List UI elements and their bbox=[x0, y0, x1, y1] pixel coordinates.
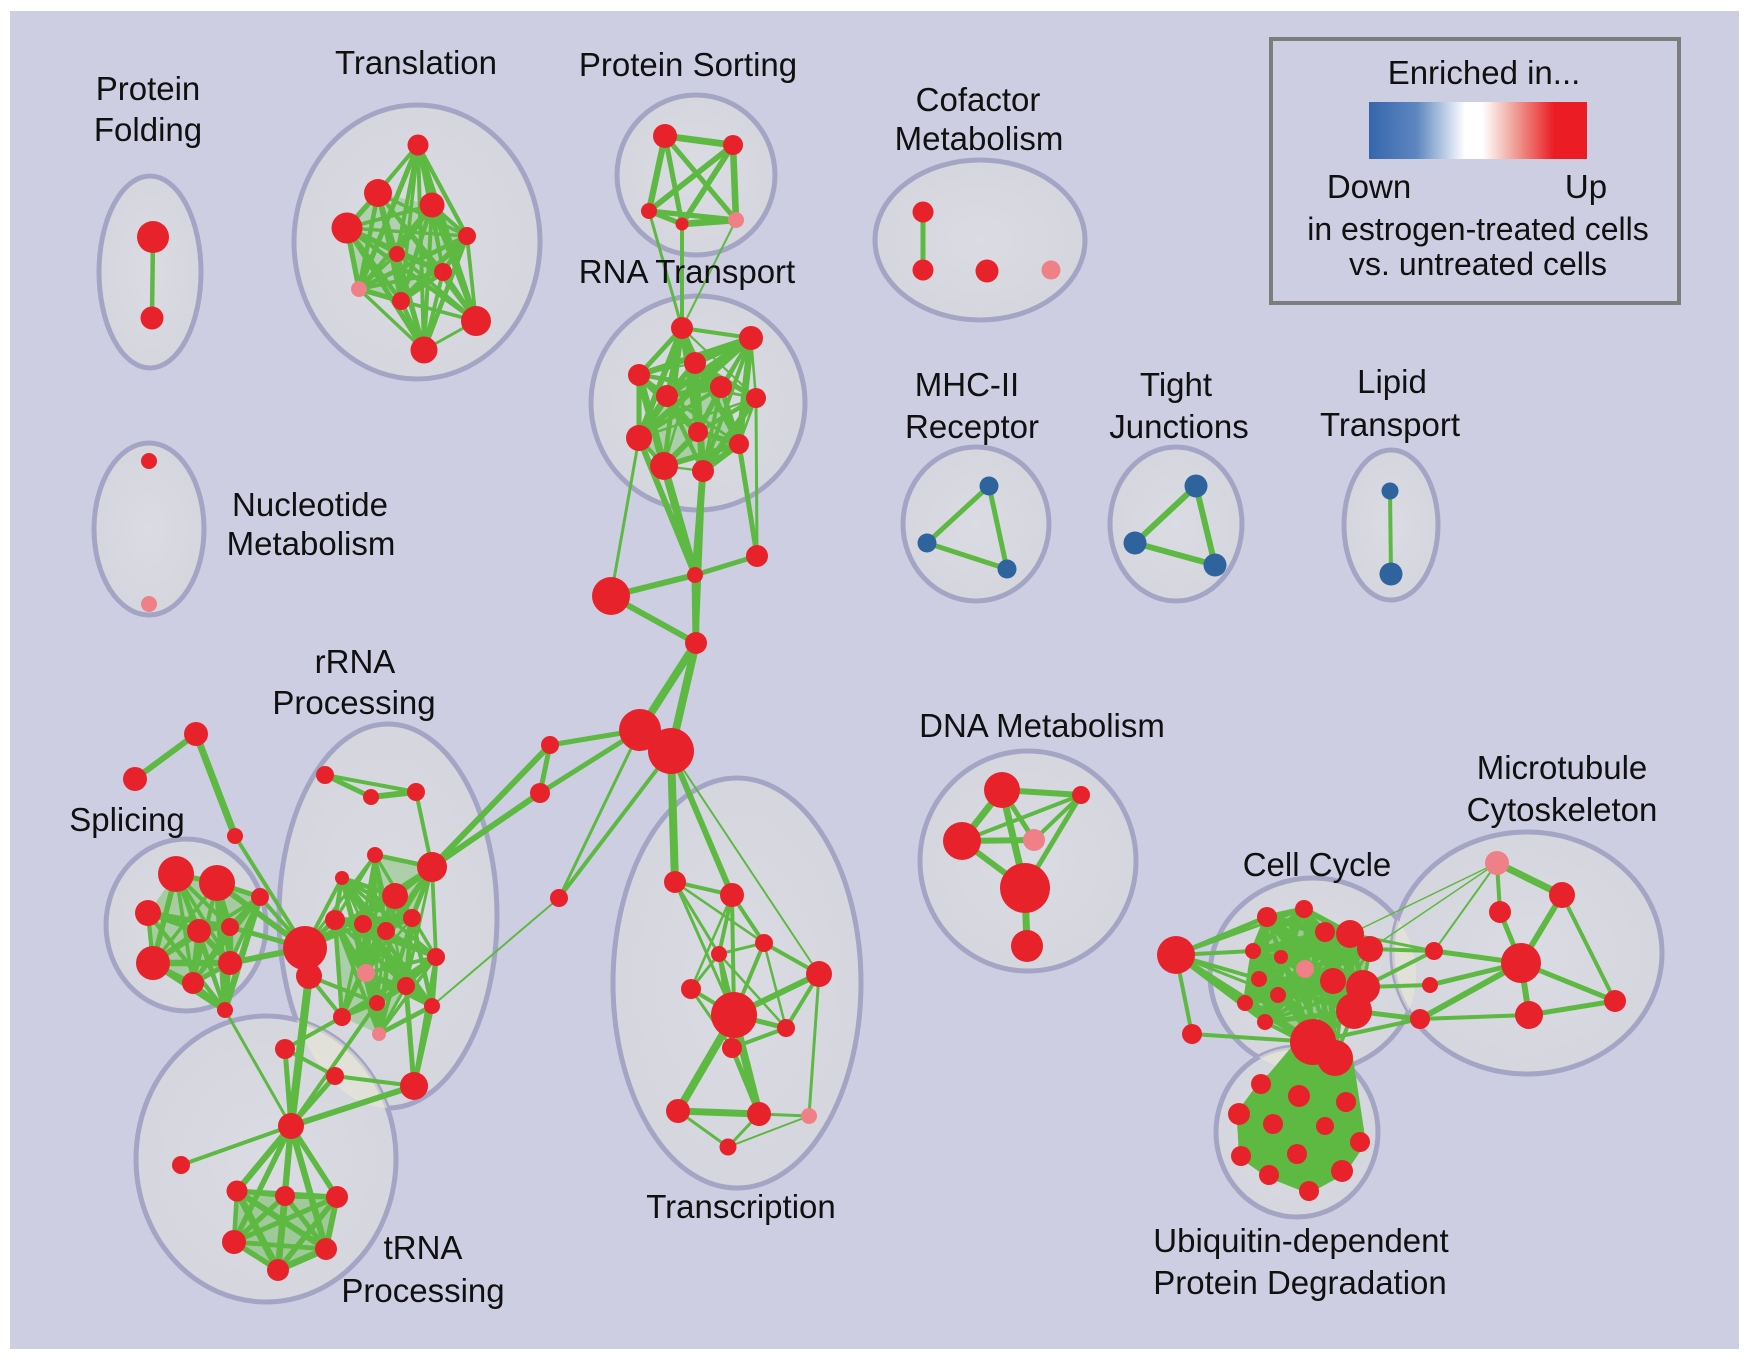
svg-text:RNA Transport: RNA Transport bbox=[579, 253, 795, 290]
svg-text:Cell Cycle: Cell Cycle bbox=[1243, 846, 1392, 883]
svg-text:Ubiquitin-dependent: Ubiquitin-dependent bbox=[1153, 1222, 1448, 1259]
svg-text:MHC-II: MHC-II bbox=[915, 366, 1019, 403]
svg-text:Metabolism: Metabolism bbox=[895, 120, 1064, 157]
svg-text:in estrogen-treated cells: in estrogen-treated cells bbox=[1307, 211, 1649, 247]
svg-text:DNA Metabolism: DNA Metabolism bbox=[919, 707, 1165, 744]
svg-text:rRNA: rRNA bbox=[315, 643, 396, 680]
svg-text:Processing: Processing bbox=[341, 1272, 504, 1309]
svg-text:Splicing: Splicing bbox=[69, 801, 185, 838]
svg-text:Protein Sorting: Protein Sorting bbox=[579, 46, 797, 83]
svg-text:Cytoskeleton: Cytoskeleton bbox=[1467, 791, 1658, 828]
svg-text:Lipid: Lipid bbox=[1357, 363, 1427, 400]
svg-text:Processing: Processing bbox=[272, 684, 435, 721]
svg-text:Folding: Folding bbox=[94, 111, 202, 148]
svg-text:Receptor: Receptor bbox=[905, 408, 1039, 445]
svg-text:Protein: Protein bbox=[96, 70, 201, 107]
svg-text:vs. untreated cells: vs. untreated cells bbox=[1349, 246, 1607, 282]
svg-text:Microtubule: Microtubule bbox=[1477, 749, 1648, 786]
svg-text:Up: Up bbox=[1565, 168, 1607, 205]
svg-text:Translation: Translation bbox=[335, 44, 497, 81]
svg-text:Down: Down bbox=[1327, 168, 1411, 205]
svg-text:Cofactor: Cofactor bbox=[916, 81, 1041, 118]
svg-text:Transport: Transport bbox=[1320, 406, 1460, 443]
svg-text:Metabolism: Metabolism bbox=[227, 525, 396, 562]
svg-text:Junctions: Junctions bbox=[1109, 408, 1248, 445]
svg-text:Transcription: Transcription bbox=[646, 1188, 836, 1225]
svg-text:Tight: Tight bbox=[1140, 366, 1212, 403]
svg-text:Nucleotide: Nucleotide bbox=[232, 486, 388, 523]
svg-text:Protein Degradation: Protein Degradation bbox=[1153, 1264, 1447, 1301]
svg-text:Enriched in...: Enriched in... bbox=[1388, 54, 1581, 91]
svg-text:tRNA: tRNA bbox=[384, 1229, 463, 1266]
